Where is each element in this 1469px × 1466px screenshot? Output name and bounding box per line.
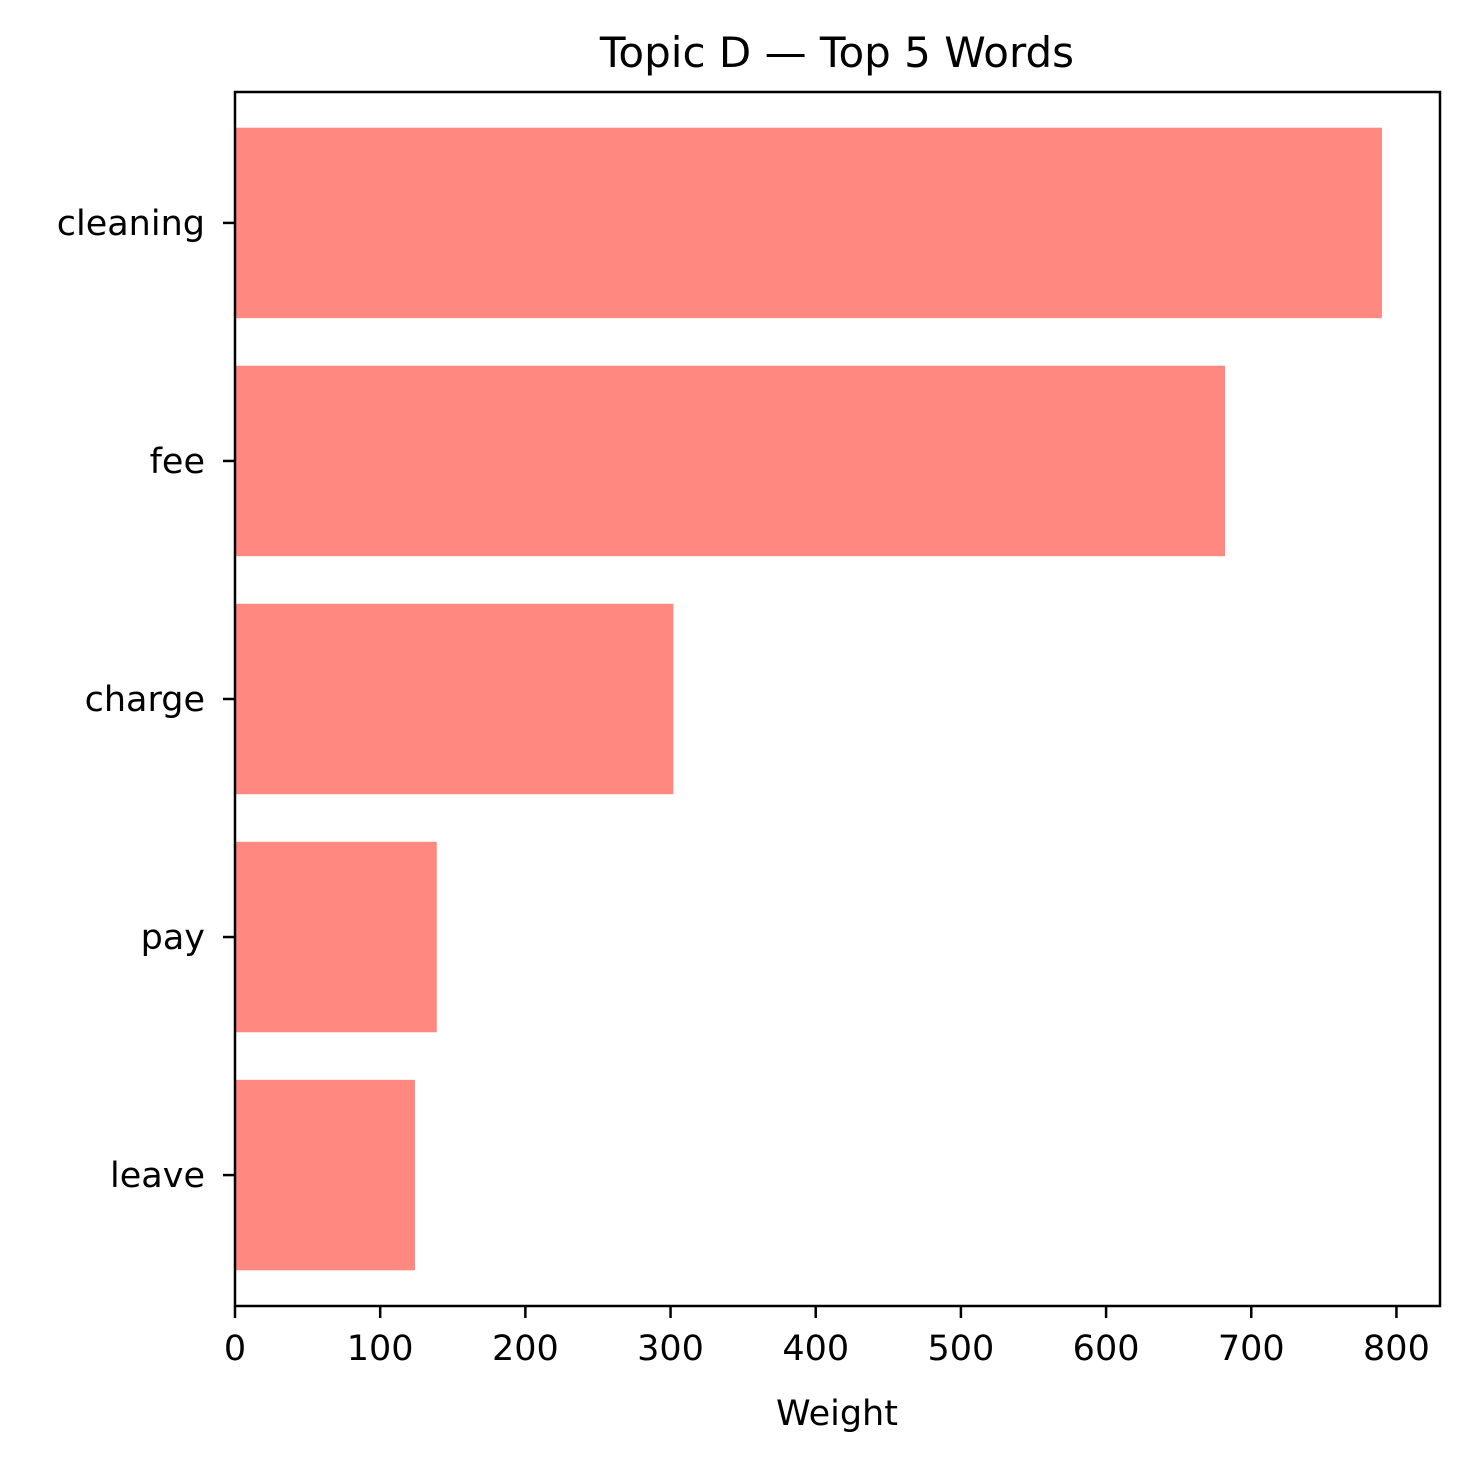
x-tick-label: 300 [637,1329,704,1369]
bar-cleaning [235,127,1382,319]
y-tick-label: cleaning [57,204,205,244]
x-tick-label: 500 [927,1329,994,1369]
x-tick-label: 0 [224,1329,246,1369]
x-tick-label: 200 [492,1329,559,1369]
x-tick-label: 800 [1363,1329,1430,1369]
bar-charge [235,603,674,795]
y-tick-label: charge [85,680,205,720]
y-axis: cleaning fee charge pay leave [57,204,235,1196]
bar-fee [235,365,1226,557]
x-axis-label: Weight [776,1394,898,1434]
x-axis: 0 100 200 300 400 500 600 700 800 [224,1306,1430,1369]
y-tick-label: pay [141,918,205,958]
y-tick-label: leave [110,1156,205,1196]
y-tick-label: fee [150,442,205,482]
x-tick-label: 400 [782,1329,849,1369]
bars-layer [235,127,1382,1271]
bar-pay [235,841,437,1033]
chart-title: Topic D — Top 5 Words [599,28,1074,77]
x-tick-label: 100 [347,1329,414,1369]
x-tick-label: 700 [1218,1329,1285,1369]
bar-leave [235,1079,416,1271]
x-tick-label: 600 [1073,1329,1140,1369]
